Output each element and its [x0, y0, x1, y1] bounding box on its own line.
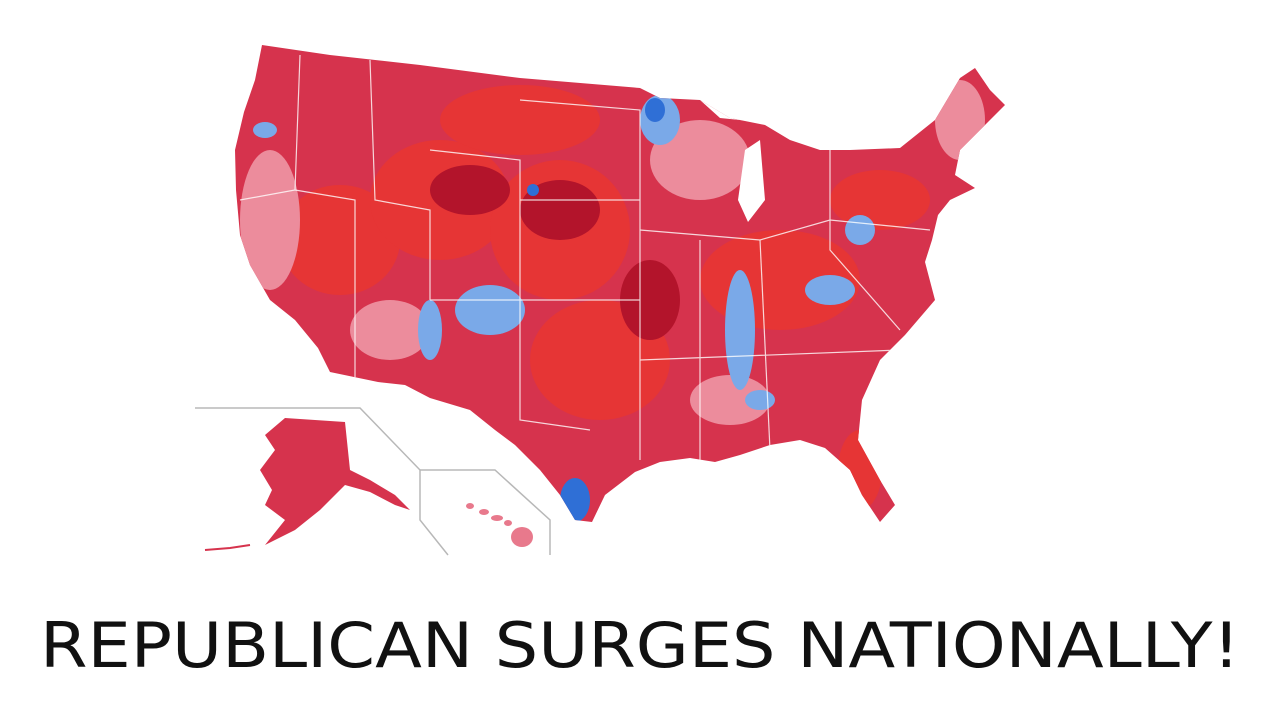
light-blue-regions — [253, 95, 875, 450]
caption: REPUBLICAN SURGES NATIONALLY! — [40, 609, 1240, 682]
darkest-red-regions — [430, 165, 680, 340]
inset-frames — [195, 407, 551, 556]
aleutian-islands — [204, 544, 251, 551]
light-red-regions — [240, 80, 985, 425]
alaska — [260, 418, 410, 545]
lake-michigan — [738, 140, 765, 222]
hawaii — [466, 503, 533, 547]
state-borders — [239, 54, 931, 460]
